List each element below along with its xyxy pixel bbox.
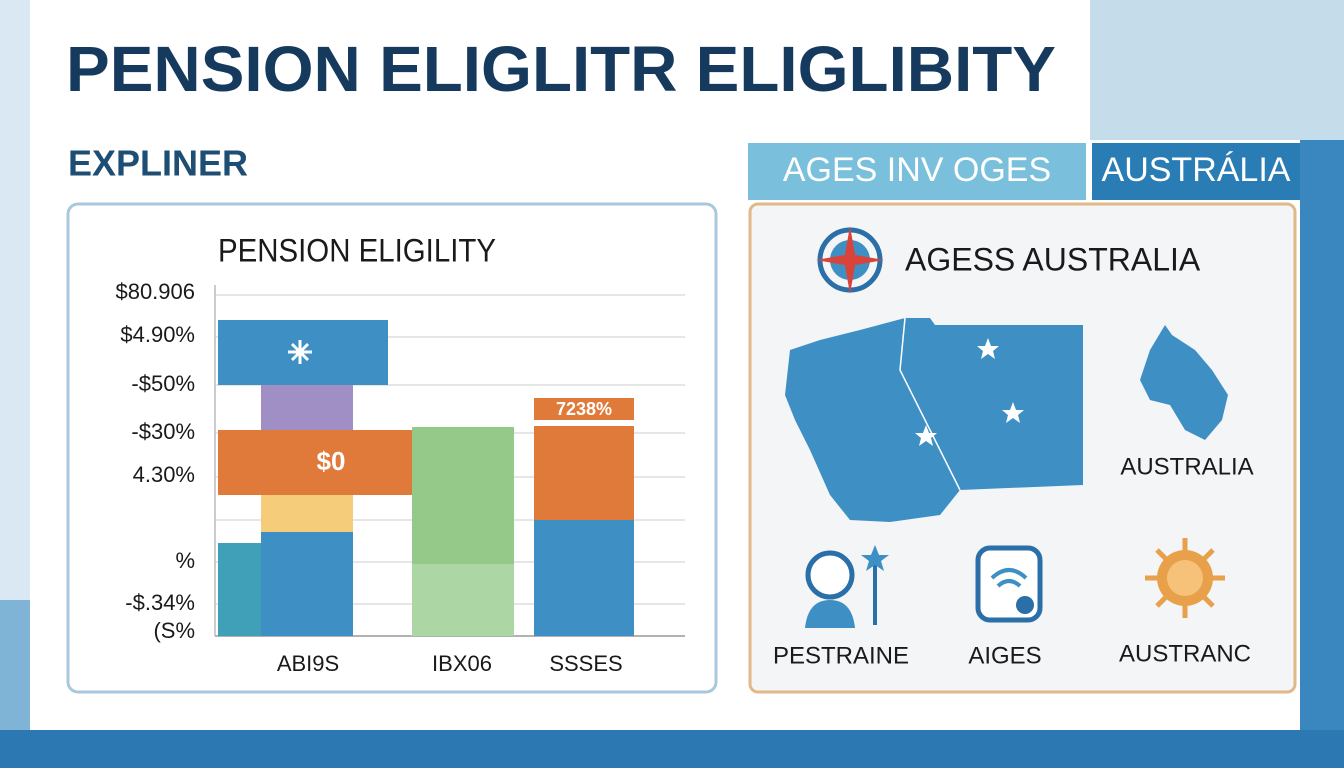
snowflake-icon <box>288 340 312 364</box>
tab-label: AGES INV OGES <box>783 151 1051 189</box>
corner-block <box>1090 0 1344 140</box>
axis-label: -$30% <box>131 419 195 444</box>
bar <box>218 543 261 636</box>
person-icon <box>805 545 889 628</box>
bar <box>261 385 353 430</box>
bar <box>261 495 353 532</box>
axis-label: 4.30% <box>133 462 195 487</box>
axis-label: $4.90% <box>120 322 195 347</box>
side-strip <box>1300 140 1344 730</box>
category-label: ABI9S <box>277 651 339 676</box>
icon-label: AUSTRANC <box>1119 640 1251 667</box>
axis-label: (S% <box>153 618 195 643</box>
footer-bar <box>0 730 1344 768</box>
tab-label: AUSTRÁLIA <box>1102 151 1291 189</box>
tab <box>748 143 1086 200</box>
tab <box>1092 143 1300 200</box>
icon-label: PESTRAINE <box>773 642 909 669</box>
map-border <box>899 317 961 491</box>
subtitle: EXPLINER <box>68 143 248 184</box>
bar <box>534 520 634 636</box>
small-map <box>1140 325 1228 440</box>
bar-label: 7238% <box>556 399 612 419</box>
category-label: SSSES <box>549 651 622 676</box>
icon-label: AIGES <box>968 642 1041 669</box>
axis-label: $80.906 <box>115 279 195 304</box>
bar <box>412 427 514 564</box>
category-label: IBX06 <box>432 651 492 676</box>
sun-icon <box>1145 538 1225 618</box>
map-stars <box>915 338 1024 446</box>
bar <box>261 532 353 636</box>
compass-icon <box>816 226 884 294</box>
axis-label: -$.34% <box>125 590 195 615</box>
map <box>785 318 1083 522</box>
axis-label: -$50% <box>131 371 195 396</box>
device-icon <box>975 545 1043 623</box>
map-label: AUSTRALIA <box>1120 453 1253 480</box>
axis-label: % <box>175 548 195 573</box>
panel-title: AGESS AUSTRALIA <box>905 241 1201 277</box>
bar-label: $0 <box>317 446 346 476</box>
chart-title: PENSION ELIGILITY <box>218 232 496 268</box>
bar-label-box <box>534 398 634 420</box>
bar <box>534 426 634 520</box>
bar <box>218 430 450 495</box>
bar <box>412 564 514 636</box>
page-title: PENSION ELIGLITR ELIGLIBITY <box>66 33 1056 105</box>
